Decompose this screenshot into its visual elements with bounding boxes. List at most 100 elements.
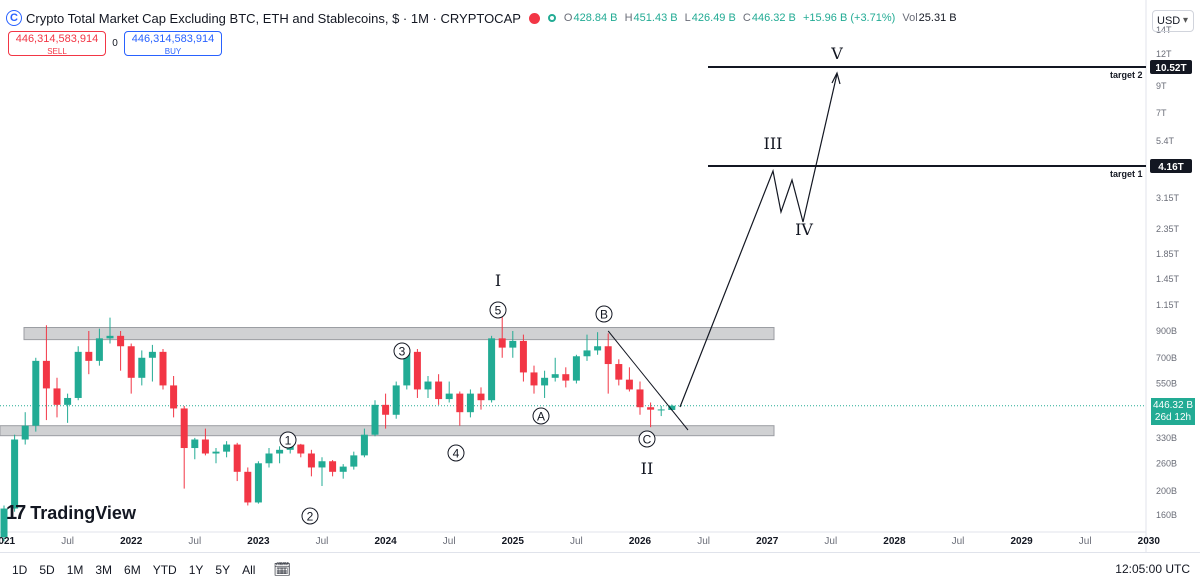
y-tick-label: 5.4T (1156, 136, 1175, 146)
candle-body (53, 388, 61, 405)
x-tick-label: Jul (570, 536, 583, 547)
x-tick-label: 2023 (247, 536, 270, 547)
sell-button[interactable]: 446,314,583,914 SELL (8, 31, 106, 56)
candle-body (106, 335, 114, 339)
y-tick-label: 160B (1156, 510, 1177, 520)
ohlc-readout: O428.84 B H451.43 B L426.49 B C446.32 B … (564, 12, 957, 24)
buy-label: BUY (164, 47, 182, 56)
wave-label-minor: 5 (495, 304, 502, 318)
candle-body (318, 461, 326, 468)
x-tick-label: Jul (697, 536, 710, 547)
wave-label-major: V (830, 44, 843, 63)
candle-body (360, 434, 368, 456)
target-price-badge: 10.52T (1155, 63, 1186, 74)
y-tick-label: 550B (1156, 378, 1177, 388)
x-tick-label: Jul (443, 536, 456, 547)
candle-body (212, 451, 220, 454)
candle-body (85, 351, 93, 361)
y-tick-label: 1.15T (1156, 300, 1180, 310)
tradingview-wordmark: TradingView (30, 503, 136, 523)
y-tick-label: 9T (1156, 81, 1167, 91)
downtrend-line (607, 330, 689, 431)
last-price-value: 446.32 B (1152, 400, 1194, 411)
x-tick-label: Jul (188, 536, 201, 547)
cryptocap-logo-icon: C (6, 10, 22, 26)
wave-label-minor: 1 (285, 434, 292, 448)
wave-label-minor: 3 (399, 345, 406, 359)
open-key: O (563, 12, 573, 24)
candle-body (435, 381, 443, 400)
volume-key: Vol (902, 12, 918, 24)
utc-clock[interactable]: 12:05:00 UTC (1115, 562, 1190, 576)
support-resistance-zone (0, 425, 775, 437)
candle-body (392, 385, 400, 415)
range-1m[interactable]: 1M (66, 562, 84, 577)
wave-label-minor: 2 (307, 510, 314, 524)
wave-label-corrective: B (600, 308, 608, 322)
last-price-countdown: 26d 12h (1154, 412, 1192, 423)
range-1d[interactable]: 1D (12, 562, 28, 577)
y-tick-label: 2.35T (1156, 224, 1180, 234)
low-value: 426.49 B (691, 12, 736, 24)
tradingview-mark-icon: 17 (6, 502, 26, 524)
range-5d[interactable]: 5D (39, 562, 55, 577)
candle-body (551, 374, 559, 378)
candle-body (64, 397, 72, 405)
tradingview-logo[interactable]: 17 TradingView (6, 502, 136, 525)
goto-date-icon[interactable]: 🗓︎ (273, 561, 292, 577)
chart-header: C Crypto Total Market Cap Excluding BTC,… (6, 8, 957, 28)
wave-label-corrective-ring (595, 305, 613, 323)
wave-label-major: II (641, 459, 654, 478)
high-key: H (624, 12, 633, 24)
candle-body (371, 404, 379, 435)
range-ytd[interactable]: YTD (152, 562, 177, 577)
volume-value: 25.31 B (918, 12, 957, 24)
buy-button[interactable]: 446,314,583,914 BUY (124, 31, 222, 56)
candle-body (265, 453, 273, 464)
candle-body (191, 439, 199, 449)
candle-body (223, 444, 231, 452)
candle-body (562, 374, 570, 381)
x-tick-label: 2028 (883, 536, 906, 547)
candle-body (21, 425, 29, 440)
x-tick-label: Jul (824, 536, 837, 547)
candle-body (329, 461, 337, 472)
candle-body (233, 444, 241, 472)
low-key: L (684, 12, 691, 24)
target-label: target 1 (1110, 169, 1143, 179)
x-tick-label: 2025 (502, 536, 525, 547)
range-5y[interactable]: 5Y (215, 562, 231, 577)
currency-select[interactable]: USD (1152, 10, 1194, 32)
symbol-title[interactable]: Crypto Total Market Cap Excluding BTC, E… (26, 10, 521, 26)
range-all[interactable]: All (242, 562, 256, 577)
range-1y[interactable]: 1Y (188, 562, 204, 577)
candle-body (350, 455, 358, 467)
y-tick-label: 1.45T (1156, 274, 1180, 284)
y-tick-label: 330B (1156, 433, 1177, 443)
candle-body (509, 340, 517, 348)
candle-body (403, 351, 411, 386)
wave-label-major: III (764, 134, 783, 153)
y-tick-label: 3.15T (1156, 193, 1180, 203)
target-label: target 2 (1110, 70, 1143, 80)
range-6m[interactable]: 6M (124, 562, 141, 577)
wave-label-minor-ring (393, 342, 411, 360)
x-tick-label: 2027 (756, 536, 779, 547)
last-price-badge: 446.32 B 26d 12h (1151, 398, 1195, 425)
x-tick-label: Jul (316, 536, 329, 547)
candle-body (519, 340, 527, 373)
x-tick-label: 2026 (629, 536, 652, 547)
candle-body (657, 409, 665, 411)
range-3m[interactable]: 3M (95, 562, 113, 577)
candle-body (445, 393, 453, 400)
wave-label-minor-ring (489, 301, 507, 319)
candle-body (95, 338, 103, 361)
projection-path (679, 73, 838, 408)
target-price-badge-bg (1150, 159, 1192, 173)
projection-arrowhead (831, 71, 841, 85)
candle-body (148, 351, 156, 358)
buy-price: 446,314,583,914 (131, 33, 215, 45)
candle-body (541, 377, 549, 386)
wave-label-minor-ring (301, 507, 319, 525)
